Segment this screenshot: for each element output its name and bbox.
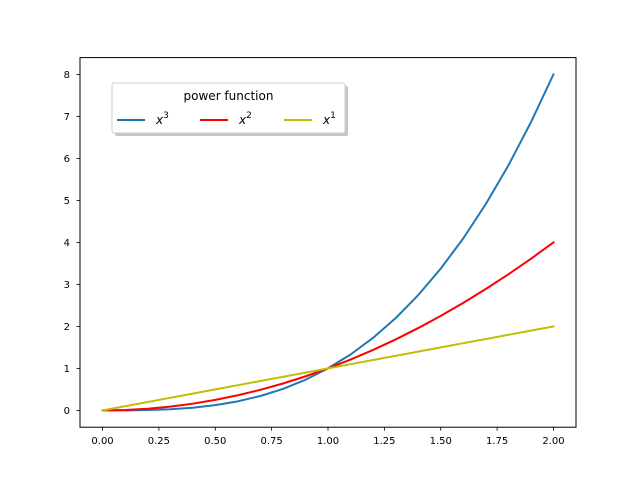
x-tick-label: 0.50	[204, 436, 226, 447]
legend: power function x3 x2 x1	[111, 82, 348, 136]
y-tick-label: 3	[64, 280, 70, 291]
series-line-x-pow-1	[101, 325, 555, 412]
y-tick-label: 4	[64, 238, 70, 249]
legend-label-base: x	[155, 113, 164, 127]
x-tick-label: 0.75	[261, 436, 283, 447]
y-tick-label: 2	[64, 322, 70, 333]
legend-title: power function	[184, 89, 274, 103]
series-layer	[101, 73, 555, 412]
y-tick-label: 8	[64, 70, 70, 81]
y-axis: 0 1 2 3 4 5 6 7 8	[64, 70, 80, 417]
legend-label-x-pow-1: x1	[322, 111, 336, 127]
legend-label-base: x	[238, 113, 247, 127]
y-tick-label: 0	[64, 406, 70, 417]
y-tick-label: 6	[64, 154, 70, 165]
series-line-x-pow-2	[101, 241, 555, 412]
legend-label-exponent: 1	[330, 111, 336, 121]
x-tick-label: 1.75	[486, 436, 508, 447]
legend-label-exponent: 3	[163, 111, 169, 121]
x-tick-label: 1.00	[317, 436, 339, 447]
legend-label-base: x	[322, 113, 331, 127]
y-tick-label: 7	[64, 112, 70, 123]
y-tick-label: 5	[64, 196, 70, 207]
x-tick-label: 2.00	[542, 436, 564, 447]
legend-entries: x3 x2 x1	[117, 111, 336, 127]
legend-label-x-pow-2: x2	[238, 111, 252, 127]
x-tick-label: 0.00	[91, 436, 113, 447]
y-tick-label: 1	[64, 364, 70, 375]
x-tick-label: 0.25	[148, 436, 170, 447]
x-tick-label: 1.25	[373, 436, 395, 447]
legend-label-exponent: 2	[246, 111, 252, 121]
x-axis: 0.00 0.25 0.50 0.75 1.00 1.25 1.50 1.75 2.00	[91, 427, 565, 447]
x-tick-label: 1.50	[430, 436, 452, 447]
legend-label-x-pow-3: x3	[155, 111, 169, 127]
